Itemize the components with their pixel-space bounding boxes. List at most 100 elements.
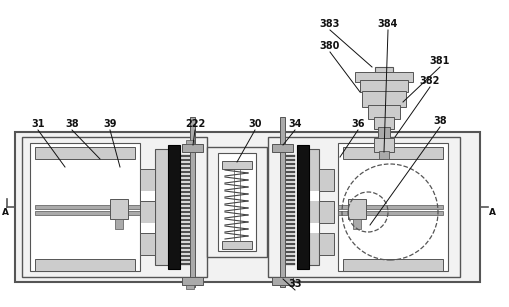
Text: 383: 383 [319, 19, 340, 29]
Bar [285, 170, 294, 173]
Bar [207, 147, 267, 257]
Bar [285, 255, 294, 257]
Bar [285, 174, 294, 177]
Bar [271, 144, 293, 152]
Text: 222: 222 [185, 119, 205, 129]
Bar [285, 186, 294, 189]
Text: 382: 382 [419, 76, 439, 86]
Bar [180, 203, 190, 205]
Bar [140, 223, 155, 233]
Bar [180, 174, 190, 177]
Bar [35, 147, 135, 159]
Bar [180, 262, 190, 265]
Bar [378, 151, 388, 159]
Bar [190, 117, 194, 287]
Bar [304, 223, 318, 233]
Bar [180, 178, 190, 181]
Bar [180, 258, 190, 261]
Bar [182, 144, 203, 152]
Bar [285, 166, 294, 169]
Bar [347, 199, 365, 219]
Bar [110, 199, 128, 219]
Bar [180, 251, 190, 253]
Bar [35, 211, 140, 215]
Bar [285, 231, 294, 233]
Text: 36: 36 [351, 119, 364, 129]
Text: 38: 38 [432, 116, 446, 126]
Bar [285, 258, 294, 261]
Bar [180, 162, 190, 165]
Bar [30, 143, 140, 271]
Text: 31: 31 [31, 119, 45, 129]
Bar [285, 207, 294, 209]
Bar [180, 235, 190, 237]
Bar [352, 219, 360, 229]
Bar [285, 162, 294, 165]
Text: 384: 384 [377, 19, 398, 29]
Bar [140, 233, 155, 255]
Bar [180, 191, 190, 193]
Bar [271, 277, 293, 285]
Bar [361, 91, 405, 107]
Bar [285, 239, 294, 241]
Bar [15, 132, 479, 282]
Bar [285, 219, 294, 221]
Bar [180, 186, 190, 189]
Text: A: A [2, 208, 9, 217]
Bar [140, 169, 155, 191]
Bar [318, 169, 333, 191]
Bar [285, 247, 294, 249]
Bar [354, 72, 412, 82]
Bar [285, 191, 294, 193]
Bar [180, 223, 190, 225]
Bar [186, 140, 193, 144]
Bar [373, 138, 393, 152]
Text: 381: 381 [429, 56, 449, 66]
Bar [367, 105, 399, 119]
Bar [186, 285, 193, 289]
Bar [234, 161, 240, 249]
Bar [304, 191, 318, 201]
Bar [285, 154, 294, 157]
Bar [180, 182, 190, 185]
Text: 380: 380 [319, 41, 340, 51]
Bar [180, 166, 190, 169]
Bar [285, 158, 294, 161]
Bar [182, 277, 203, 285]
Bar [279, 117, 285, 287]
Bar [285, 195, 294, 197]
Text: A: A [488, 208, 495, 217]
Text: 39: 39 [103, 119, 117, 129]
Bar [115, 219, 123, 229]
Bar [180, 199, 190, 201]
Bar [180, 231, 190, 233]
Bar [140, 201, 155, 223]
Bar [318, 233, 333, 255]
Bar [285, 203, 294, 205]
Bar [180, 255, 190, 257]
Bar [180, 219, 190, 221]
Bar [167, 145, 180, 269]
Text: 33: 33 [288, 279, 301, 289]
Bar [377, 127, 389, 139]
Bar [285, 211, 294, 213]
Bar [285, 251, 294, 253]
Bar [285, 262, 294, 265]
Bar [374, 67, 392, 122]
Bar [180, 239, 190, 241]
Bar [337, 205, 442, 209]
Bar [337, 211, 442, 215]
Bar [180, 211, 190, 213]
Bar [285, 223, 294, 225]
Bar [155, 149, 168, 265]
Text: 38: 38 [65, 119, 79, 129]
Bar [180, 158, 190, 161]
Text: 34: 34 [288, 119, 301, 129]
Bar [180, 247, 190, 249]
Bar [180, 195, 190, 197]
Bar [337, 143, 447, 271]
Bar [373, 117, 393, 129]
Bar [285, 178, 294, 181]
Bar [296, 145, 308, 269]
Bar [35, 259, 135, 271]
